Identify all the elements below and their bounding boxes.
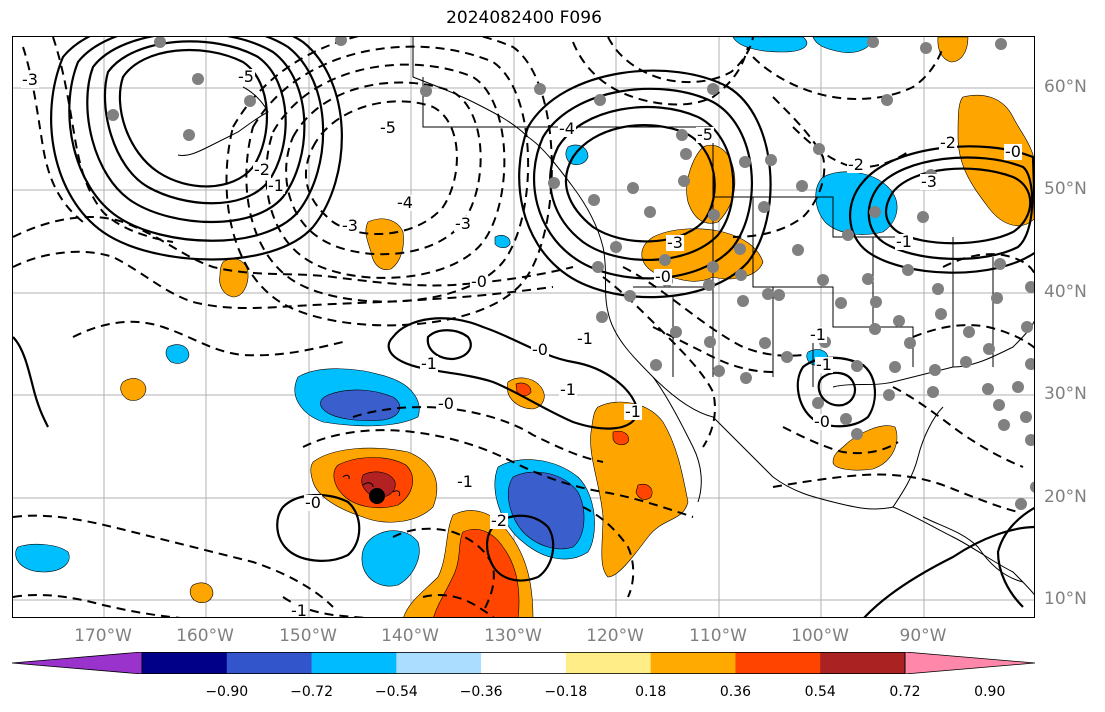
lat-label-1: 50°N [1044,179,1087,199]
map-title: 2024082400 F096 [446,8,602,28]
lon-label-1: 160°W [176,626,234,646]
contour-label-29: -0 [1004,142,1022,161]
contour-label-24: -1 [576,329,594,348]
lon-label-2: 150°W [279,626,337,646]
colorbar-extend-right [904,652,1035,674]
solid-contours [13,37,1034,617]
contour-label-1: -5 [237,67,255,86]
fill-red-baja-a [612,430,629,446]
fill-darkred-hawaii [361,471,396,498]
fill-orange-top-right [937,37,969,63]
fill-light-blue-tiny [494,235,511,249]
contour-label-2: -2 [253,160,271,179]
contour-label-21: -3 [666,233,684,252]
contour-label-5: -3 [341,216,359,235]
colorbar-segment-3 [311,652,397,674]
contour-label-15: -0 [304,493,322,512]
fill-light-blue-wa [565,144,589,166]
colorbar-tick-9: 0.90 [974,684,1006,700]
fill-red-south-big [433,528,520,617]
lon-label-6: 110°W [689,626,747,646]
fill-light-blue-top [732,37,808,53]
colorbar-segment-5 [481,652,567,674]
colorbar-extend-left [12,652,143,674]
fill-light-blue-small-a [165,344,190,364]
colorbar-tick-2: −0.54 [374,684,418,700]
colorbar-tick-5: 0.18 [635,684,667,700]
lon-label-4: 130°W [484,626,542,646]
lat-label-4: 20°N [1044,487,1087,507]
fill-blue-central [320,389,401,421]
fill-orange-pacific-small [365,218,404,270]
colorbar-segment-2 [226,652,313,674]
lon-label-5: 120°W [586,626,644,646]
colorbar-segment-7 [650,652,736,674]
colorbar-segment-4 [396,652,482,674]
station-dots [107,37,1034,510]
contour-label-4: -5 [379,118,397,137]
colorbar-segment-9 [820,652,906,674]
colorbar-segment-6 [565,652,652,674]
contour-label-0: -3 [21,70,39,89]
contour-label-17: -1 [809,325,827,344]
fill-red-baja-b [635,484,653,500]
fill-blue-central-low [508,471,585,550]
lon-label-3: 140°W [381,626,439,646]
filled-regions [15,37,1034,617]
lat-label-2: 40°N [1044,282,1087,302]
lon-label-0: 170°W [74,626,132,646]
center-marker [369,488,385,504]
colorbar-tick-7: 0.54 [804,684,836,700]
colorbar-tick-6: 0.36 [719,684,752,700]
fill-orange-small-c [189,582,214,603]
contour-label-13: -1 [559,380,577,399]
colorbar-tick-4: −0.18 [544,684,588,700]
contour-label-25: -0 [654,267,672,286]
colorbar-tick-8: 0.72 [889,684,921,700]
contour-label-7: -3 [454,214,472,233]
contour-label-19: -0 [813,412,831,431]
contour-label-6: -4 [396,193,414,212]
contour-label-12: -0 [531,340,549,359]
contour-label-16: -2 [490,511,508,530]
contour-label-14: -1 [456,472,474,491]
contour-label-11: -1 [624,402,642,421]
lon-label-7: 100°W [791,626,849,646]
colorbar-tick-1: −0.72 [290,684,333,700]
colorbar-tick-0: −0.90 [205,684,249,700]
contour-label-23: -5 [696,125,714,144]
fill-orange-gulf [832,425,898,471]
fill-orange-west-small [219,258,249,298]
lat-label-3: 30°N [1044,384,1087,404]
contour-label-8: -0 [470,272,488,291]
map-panel: -3 -5 -2 -1 -5 -3 -4 -3 -0 -1 -0 -1 -0 -1 -1 -0 -2 -1 -1 -0… [12,36,1035,618]
contour-label-30: -1 [895,232,913,251]
colorbar-segment-8 [735,652,821,674]
map-svg [13,37,1034,617]
contour-label-27: -3 [920,172,938,191]
contour-label-10: -0 [437,394,455,413]
contour-label-18: -1 [815,355,833,374]
lon-label-8: 90°W [899,626,947,646]
contour-label-20: -1 [290,601,308,618]
fill-orange-small-b [120,378,147,401]
contour-label-9: -1 [420,354,438,373]
lat-label-0: 60°N [1044,77,1087,97]
lat-label-5: 10°N [1044,589,1087,609]
fill-light-blue-top2 [812,37,874,53]
fill-light-blue-south [361,530,420,587]
contour-label-3: -1 [267,176,285,195]
contour-label-28: -2 [847,155,865,174]
colorbar [12,652,1035,674]
colorbar-segment-1 [142,652,228,674]
contour-label-22: -4 [558,119,576,138]
colorbar-outline [141,652,906,674]
dashed-contours [13,37,1034,617]
contour-label-26: -2 [939,133,957,152]
colorbar-tick-3: −0.36 [459,684,503,700]
fill-light-blue-far-west [15,543,70,573]
